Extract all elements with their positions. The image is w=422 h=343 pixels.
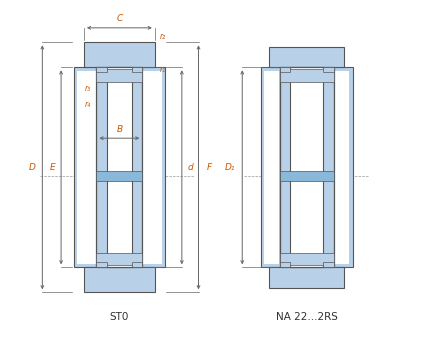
Text: B: B xyxy=(116,125,122,134)
Bar xyxy=(84,267,155,292)
Bar xyxy=(97,70,142,82)
Text: D: D xyxy=(29,163,35,172)
Bar xyxy=(143,71,162,264)
Bar xyxy=(323,262,334,267)
Text: NA 22...2RS: NA 22...2RS xyxy=(276,312,338,322)
Text: r₃: r₃ xyxy=(84,84,90,93)
Bar xyxy=(261,67,353,267)
Bar xyxy=(107,67,132,267)
Bar xyxy=(73,67,165,267)
Text: r₁: r₁ xyxy=(160,65,166,74)
Text: r₂: r₂ xyxy=(160,32,166,41)
Bar xyxy=(280,67,290,72)
Bar xyxy=(269,47,344,67)
Bar xyxy=(132,262,142,267)
Bar xyxy=(97,67,142,267)
Bar xyxy=(77,71,96,264)
Bar xyxy=(280,67,334,267)
Bar xyxy=(132,67,142,72)
Bar xyxy=(280,70,334,82)
Bar xyxy=(97,262,107,267)
Bar xyxy=(335,71,349,264)
Text: C: C xyxy=(116,14,122,23)
Bar xyxy=(280,262,290,267)
Bar xyxy=(280,67,334,267)
Bar xyxy=(323,67,334,72)
Text: D₁: D₁ xyxy=(225,163,235,172)
Text: E: E xyxy=(50,163,56,172)
Bar xyxy=(290,67,323,267)
Text: F: F xyxy=(206,163,211,172)
Text: r₄: r₄ xyxy=(84,100,90,109)
Bar xyxy=(84,43,155,67)
Bar xyxy=(97,67,142,267)
Text: ST0: ST0 xyxy=(110,312,129,322)
Bar xyxy=(280,253,334,265)
Text: d: d xyxy=(187,163,193,172)
Bar xyxy=(280,171,334,181)
Bar xyxy=(269,267,344,288)
Bar xyxy=(97,253,142,265)
Bar xyxy=(97,67,107,72)
Bar xyxy=(264,71,279,264)
Bar xyxy=(97,171,142,181)
